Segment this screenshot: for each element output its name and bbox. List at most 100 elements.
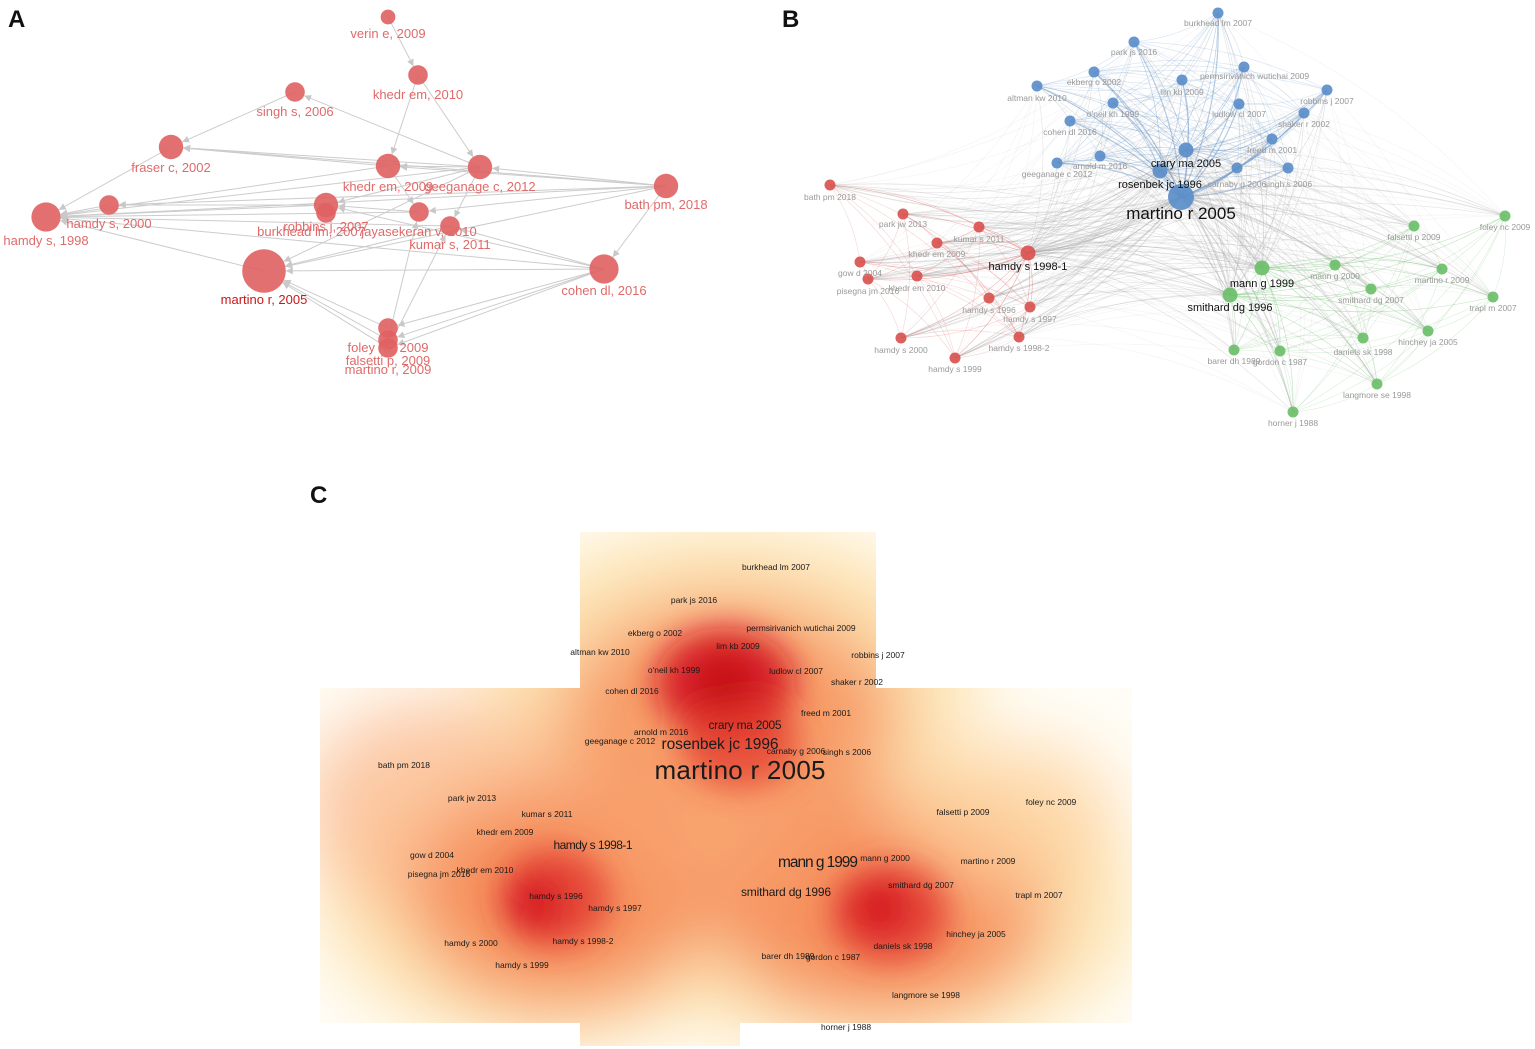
node-verin[interactable] xyxy=(380,9,396,25)
node-foley[interactable] xyxy=(1499,210,1511,222)
node-crary[interactable] xyxy=(1178,142,1194,158)
node-label-hamdy1998_1: hamdy s 1998-1 xyxy=(989,261,1068,273)
link-edge xyxy=(829,184,1020,338)
node-hamdy1996[interactable] xyxy=(983,292,995,304)
node-bath[interactable] xyxy=(824,179,836,191)
link-edge xyxy=(859,261,1378,385)
link-edge xyxy=(1112,102,1263,269)
node-cohen[interactable] xyxy=(589,254,619,284)
node-label-bath: bath pm 2018 xyxy=(804,192,856,202)
citation-edge xyxy=(612,185,667,258)
node-jayasekeran[interactable] xyxy=(409,202,429,222)
link-edge xyxy=(1027,162,1058,254)
node-ludlow[interactable] xyxy=(1233,98,1245,110)
node-geeganage[interactable] xyxy=(1051,157,1063,169)
node-hamdy1998_1[interactable] xyxy=(1020,245,1036,261)
node-shaker[interactable] xyxy=(1298,107,1310,119)
node-manng1999[interactable] xyxy=(1254,260,1270,276)
link-edge xyxy=(1287,167,1506,217)
link-edge xyxy=(1292,383,1378,413)
link-edge xyxy=(988,167,1238,299)
node-gordon[interactable] xyxy=(1274,345,1286,357)
node-robbins[interactable] xyxy=(1321,84,1333,96)
node-hinchey[interactable] xyxy=(1422,325,1434,337)
node-rosenbek[interactable] xyxy=(1152,163,1168,179)
node-hamdy1998_2[interactable] xyxy=(1013,331,1025,343)
link-edge xyxy=(1181,79,1231,296)
link-edge xyxy=(1056,154,1238,169)
link-edge xyxy=(916,275,956,359)
link-edge xyxy=(1069,120,1161,172)
node-kumar[interactable] xyxy=(440,216,460,236)
citation-edge xyxy=(285,185,667,269)
link-edge xyxy=(1180,196,1336,266)
node-singh[interactable] xyxy=(1282,162,1294,174)
node-freed[interactable] xyxy=(1266,133,1278,145)
link-edge xyxy=(1018,79,1183,338)
node-hamdy2000[interactable] xyxy=(895,332,907,344)
node-perm[interactable] xyxy=(1238,61,1250,73)
node-falsetti[interactable] xyxy=(1408,220,1420,232)
link-edge xyxy=(1112,102,1161,172)
node-geeganage[interactable] xyxy=(467,154,493,180)
node-burkhead[interactable] xyxy=(316,203,336,223)
link-edge xyxy=(1233,89,1328,351)
node-hamdy2000[interactable] xyxy=(99,195,119,215)
link-edge xyxy=(859,252,1231,296)
node-hamdy1999[interactable] xyxy=(949,352,961,364)
node-martino2005[interactable] xyxy=(242,249,286,293)
density-label-foley: foley nc 2009 xyxy=(1026,797,1077,807)
link-edge xyxy=(1236,167,1415,227)
link-edge xyxy=(1238,89,1328,105)
link-edge xyxy=(859,243,1372,290)
link-edge xyxy=(1018,215,1506,338)
node-manng2000[interactable] xyxy=(1329,259,1341,271)
node-barer[interactable] xyxy=(1228,344,1240,356)
link-edge xyxy=(1376,296,1494,385)
link-edge xyxy=(1093,69,1183,81)
node-bath[interactable] xyxy=(653,173,679,199)
citation-edge xyxy=(282,282,389,349)
node-cohen[interactable] xyxy=(1064,115,1076,127)
node-khedr2009[interactable] xyxy=(931,237,943,249)
density-label-altman: altman kw 2010 xyxy=(570,647,630,657)
link-edge xyxy=(1036,85,1187,151)
node-altman[interactable] xyxy=(1031,80,1043,92)
link-edge xyxy=(1233,225,1415,351)
node-martino2009[interactable] xyxy=(378,338,398,358)
node-parkjw[interactable] xyxy=(897,208,909,220)
node-hamdy1997[interactable] xyxy=(1024,301,1036,313)
node-pisegna[interactable] xyxy=(862,273,874,285)
density-label-hamdy1998_2: hamdy s 1998-2 xyxy=(553,936,614,946)
node-gow[interactable] xyxy=(854,256,866,268)
node-smithard1996[interactable] xyxy=(1222,287,1238,303)
node-parkjs[interactable] xyxy=(1128,36,1140,48)
node-martino2009[interactable] xyxy=(1436,263,1448,275)
node-trapl[interactable] xyxy=(1487,291,1499,303)
density-label-falsetti: falsetti p 2009 xyxy=(937,807,990,817)
node-hamdy1998[interactable] xyxy=(31,202,61,232)
link-edge xyxy=(1133,41,1235,351)
node-langmore[interactable] xyxy=(1371,378,1383,390)
node-martino[interactable] xyxy=(1168,184,1194,210)
node-smithard2007[interactable] xyxy=(1365,283,1377,295)
link-edge xyxy=(1099,147,1187,157)
node-khedr2010[interactable] xyxy=(911,270,923,282)
node-oneil[interactable] xyxy=(1107,97,1119,109)
node-label-ludlow: ludlow cl 2007 xyxy=(1212,109,1266,119)
link-edge xyxy=(859,71,1095,263)
node-arnold[interactable] xyxy=(1094,150,1106,162)
node-burkhead[interactable] xyxy=(1212,7,1224,19)
node-ekberg[interactable] xyxy=(1088,66,1100,78)
node-daniels[interactable] xyxy=(1357,332,1369,344)
node-horner[interactable] xyxy=(1287,406,1299,418)
node-khedr2009[interactable] xyxy=(375,153,401,179)
node-kumar[interactable] xyxy=(973,221,985,233)
density-label-robbins: robbins j 2007 xyxy=(851,650,905,660)
node-fraser[interactable] xyxy=(158,134,184,160)
node-limkb[interactable] xyxy=(1176,74,1188,86)
node-carnaby[interactable] xyxy=(1231,162,1243,174)
node-khedr2010[interactable] xyxy=(408,65,428,85)
node-singh[interactable] xyxy=(285,82,305,102)
link-edge xyxy=(988,297,1235,351)
